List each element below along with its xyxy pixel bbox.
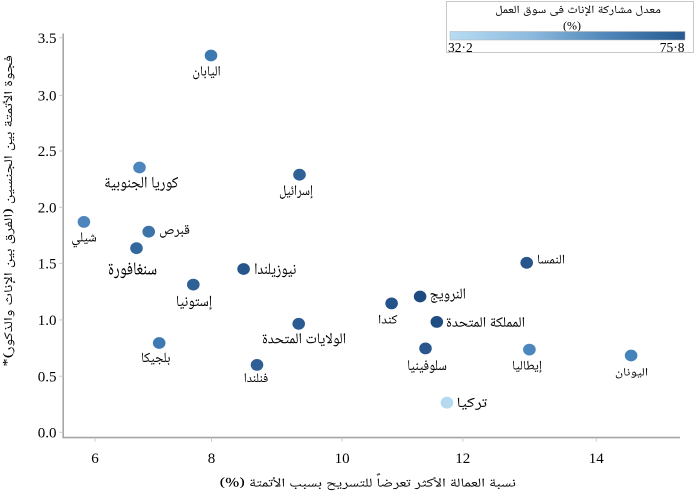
svg-text:14: 14 [589, 451, 605, 467]
svg-text:0.0: 0.0 [38, 425, 57, 441]
svg-text:0.5: 0.5 [38, 369, 57, 385]
svg-text:3.5: 3.5 [38, 31, 57, 47]
svg-text:1.0: 1.0 [38, 313, 57, 329]
svg-text:12: 12 [455, 451, 470, 467]
svg-text:75·8: 75·8 [660, 40, 685, 55]
svg-text:8: 8 [208, 451, 216, 467]
svg-text:(%): (%) [563, 19, 581, 33]
svg-text:2.5: 2.5 [38, 144, 57, 160]
svg-text:6: 6 [91, 451, 99, 467]
svg-text:1.5: 1.5 [38, 257, 57, 273]
svg-text:10: 10 [335, 451, 350, 467]
svg-text:32·2: 32·2 [448, 40, 473, 55]
svg-text:3.0: 3.0 [38, 89, 57, 105]
svg-text:2.0: 2.0 [38, 200, 57, 216]
